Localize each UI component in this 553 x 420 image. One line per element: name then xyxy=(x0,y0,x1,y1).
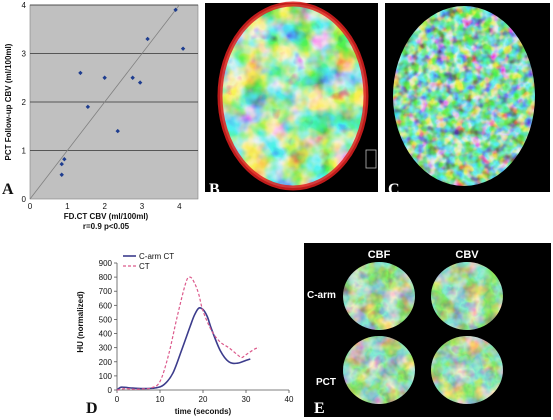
scatter-point xyxy=(137,80,143,85)
identity-line xyxy=(29,4,180,200)
line-y-tick-label: 700 xyxy=(99,287,113,296)
scatter-point xyxy=(102,75,107,80)
line-x-tick-label: 10 xyxy=(156,395,165,404)
scatter-point xyxy=(173,7,178,13)
line-legend: C-arm CT CT xyxy=(123,252,174,271)
panel-c-brain-texture xyxy=(393,6,535,186)
line-y-tick-label: 100 xyxy=(99,372,113,381)
legend-label-ct: CT xyxy=(139,262,150,271)
line-x-tick-label: 30 xyxy=(242,395,251,404)
panel-b-brain-texture xyxy=(220,4,366,188)
panel-b-scale-marker xyxy=(365,149,377,169)
panel-e-pct-cbf-map xyxy=(343,336,415,404)
line-y-tick-label: 900 xyxy=(99,259,113,268)
panel-b-cortex-rim xyxy=(217,1,369,191)
scatter-gridlines xyxy=(30,4,198,151)
scatter-y-tick-label: 2 xyxy=(22,98,27,107)
scatter-y-tick-label: 4 xyxy=(22,1,27,10)
series-ct-line xyxy=(116,276,260,391)
scatter-point xyxy=(78,70,83,76)
panel-label-b: B xyxy=(209,181,220,198)
row-label-c-arm: C-arm xyxy=(307,290,336,301)
column-label-cbf: CBF xyxy=(368,249,391,261)
scatter-y-tick-labels: 0 1 2 3 4 xyxy=(22,1,27,204)
legend-label-c-arm-ct: C-arm CT xyxy=(139,252,174,261)
line-y-tick-labels: 0 100 200 300 400 500 600 700 800 900 xyxy=(99,259,117,395)
scatter-point xyxy=(115,128,120,134)
panel-label-a: A xyxy=(2,181,14,198)
panel-e-c-arm-cbv-map xyxy=(431,262,503,330)
line-y-tick-label: 500 xyxy=(99,315,113,324)
scatter-y-tick-label: 0 xyxy=(22,195,27,204)
scatter-x-tick-label: 3 xyxy=(140,202,145,211)
line-x-tick-label: 0 xyxy=(115,395,120,404)
line-y-tick-label: 300 xyxy=(99,344,113,353)
panel-e-pct-cbv-map xyxy=(431,336,503,404)
scatter-x-tick-label: 2 xyxy=(102,202,107,211)
scatter-x-tick-label: 4 xyxy=(177,202,182,211)
panel-c-perfusion-map: C xyxy=(385,3,550,198)
scatter-point xyxy=(180,46,186,51)
line-y-tick-label: 800 xyxy=(99,273,113,282)
scatter-x-tick-labels: 0 1 2 3 4 xyxy=(28,202,182,211)
scatter-point xyxy=(59,161,64,167)
panel-label-d: D xyxy=(86,400,98,417)
scatter-point xyxy=(62,157,67,162)
panel-label-e: E xyxy=(314,400,325,417)
scatter-x-tick-label: 1 xyxy=(65,202,70,211)
line-y-axis-label: HU (normalized) xyxy=(76,291,85,353)
panel-a-scatter: 0 1 2 3 4 0 1 2 3 4 FD.CT CBV (ml/100ml) r=0.9 p… xyxy=(2,1,199,231)
line-x-tick-label: 40 xyxy=(285,395,294,404)
panel-d-line-chart: 0 10 20 30 40 0 100 200 300 400 500 600 700 800 900 C… xyxy=(76,252,294,417)
scatter-point xyxy=(59,172,64,177)
line-x-tick-labels: 0 10 20 30 40 xyxy=(115,390,294,404)
scatter-point xyxy=(85,104,91,110)
line-x-axis-label: time (seconds) xyxy=(175,407,232,416)
line-y-tick-label: 400 xyxy=(99,330,113,339)
column-label-cbv: CBV xyxy=(455,249,479,261)
panel-e-c-arm-cbf-map xyxy=(343,262,415,330)
panel-e-background xyxy=(304,243,551,417)
line-x-tick-label: 20 xyxy=(199,395,208,404)
scatter-point xyxy=(145,36,150,42)
line-y-tick-label: 200 xyxy=(99,358,113,367)
scatter-y-tick-label: 1 xyxy=(22,147,27,156)
panel-b-perfusion-map: B xyxy=(205,1,378,198)
scatter-x-axis-label: FD.CT CBV (ml/100ml) xyxy=(64,212,149,221)
line-y-tick-label: 600 xyxy=(99,301,113,310)
scatter-y-axis-label: PCT Follow-up CBV (ml/100ml) xyxy=(4,43,13,160)
scatter-points xyxy=(59,7,186,177)
scatter-point xyxy=(130,75,135,80)
scatter-correlation-caption: r=0.9 p<0.05 xyxy=(83,222,130,231)
scatter-y-tick-label: 3 xyxy=(22,50,27,59)
panel-e-comparison-grid: CBF CBV C-arm PCT E xyxy=(304,243,551,417)
panel-label-c: C xyxy=(388,181,400,198)
scatter-x-tick-label: 0 xyxy=(28,202,33,211)
line-y-tick-label: 0 xyxy=(108,386,113,395)
row-label-pct: PCT xyxy=(316,377,336,388)
